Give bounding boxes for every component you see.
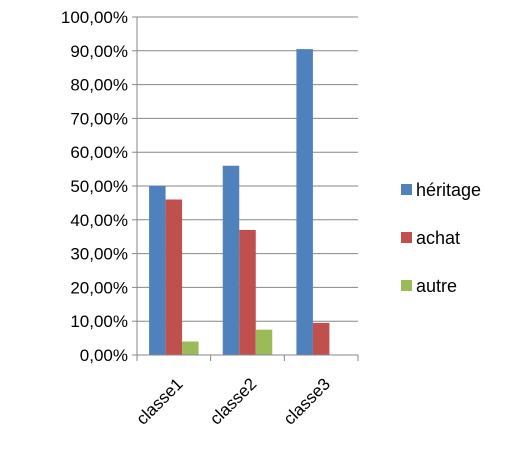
legend-label: achat [416,228,460,248]
x-axis-tick-labels: classe1 classe2 classe3 [132,374,334,428]
bar-autre-classe2 [255,329,273,355]
y-tick-label: 90,00% [70,42,128,61]
y-tick-label: 80,00% [70,76,128,95]
y-tick-label: 20,00% [70,278,128,297]
legend-swatch [401,280,412,291]
y-tick-label: 100,00% [61,8,128,27]
bar-autre-classe1 [182,341,199,355]
bar-h-ritage-classe1 [149,186,166,355]
legend-swatch [401,232,412,243]
bar-h-ritage-classe2 [222,165,240,355]
bar-achat-classe1 [165,199,183,355]
legend-label: autre [416,276,457,296]
y-tick-label: 50,00% [70,177,128,196]
y-tick-label: 70,00% [70,109,128,128]
x-tick-label: classe1 [132,374,186,428]
y-tick-label: 60,00% [70,143,128,162]
bar-achat-classe3 [312,322,330,355]
y-tick-label: 10,00% [70,312,128,331]
bars [149,49,330,356]
legend-swatch [401,184,412,195]
bar-achat-classe2 [239,229,256,355]
y-tick-label: 30,00% [70,245,128,264]
y-axis-tick-labels: 0,00% 10,00% 20,00% 30,00% 40,00% 50,00% 60,00… [61,8,128,365]
axes [132,16,359,361]
y-tick-label: 0,00% [80,346,128,365]
x-tick-label: classe2 [206,374,260,428]
legend: héritage achat autre [401,180,481,296]
x-tick-label: classe3 [280,374,334,428]
bar-h-ritage-classe3 [296,49,313,356]
y-tick-label: 40,00% [70,211,128,230]
legend-label: héritage [416,180,481,200]
